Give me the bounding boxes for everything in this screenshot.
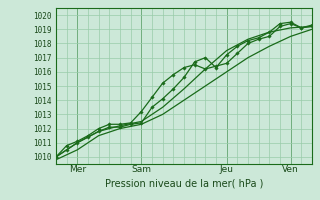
- X-axis label: Pression niveau de la mer( hPa ): Pression niveau de la mer( hPa ): [105, 179, 263, 189]
